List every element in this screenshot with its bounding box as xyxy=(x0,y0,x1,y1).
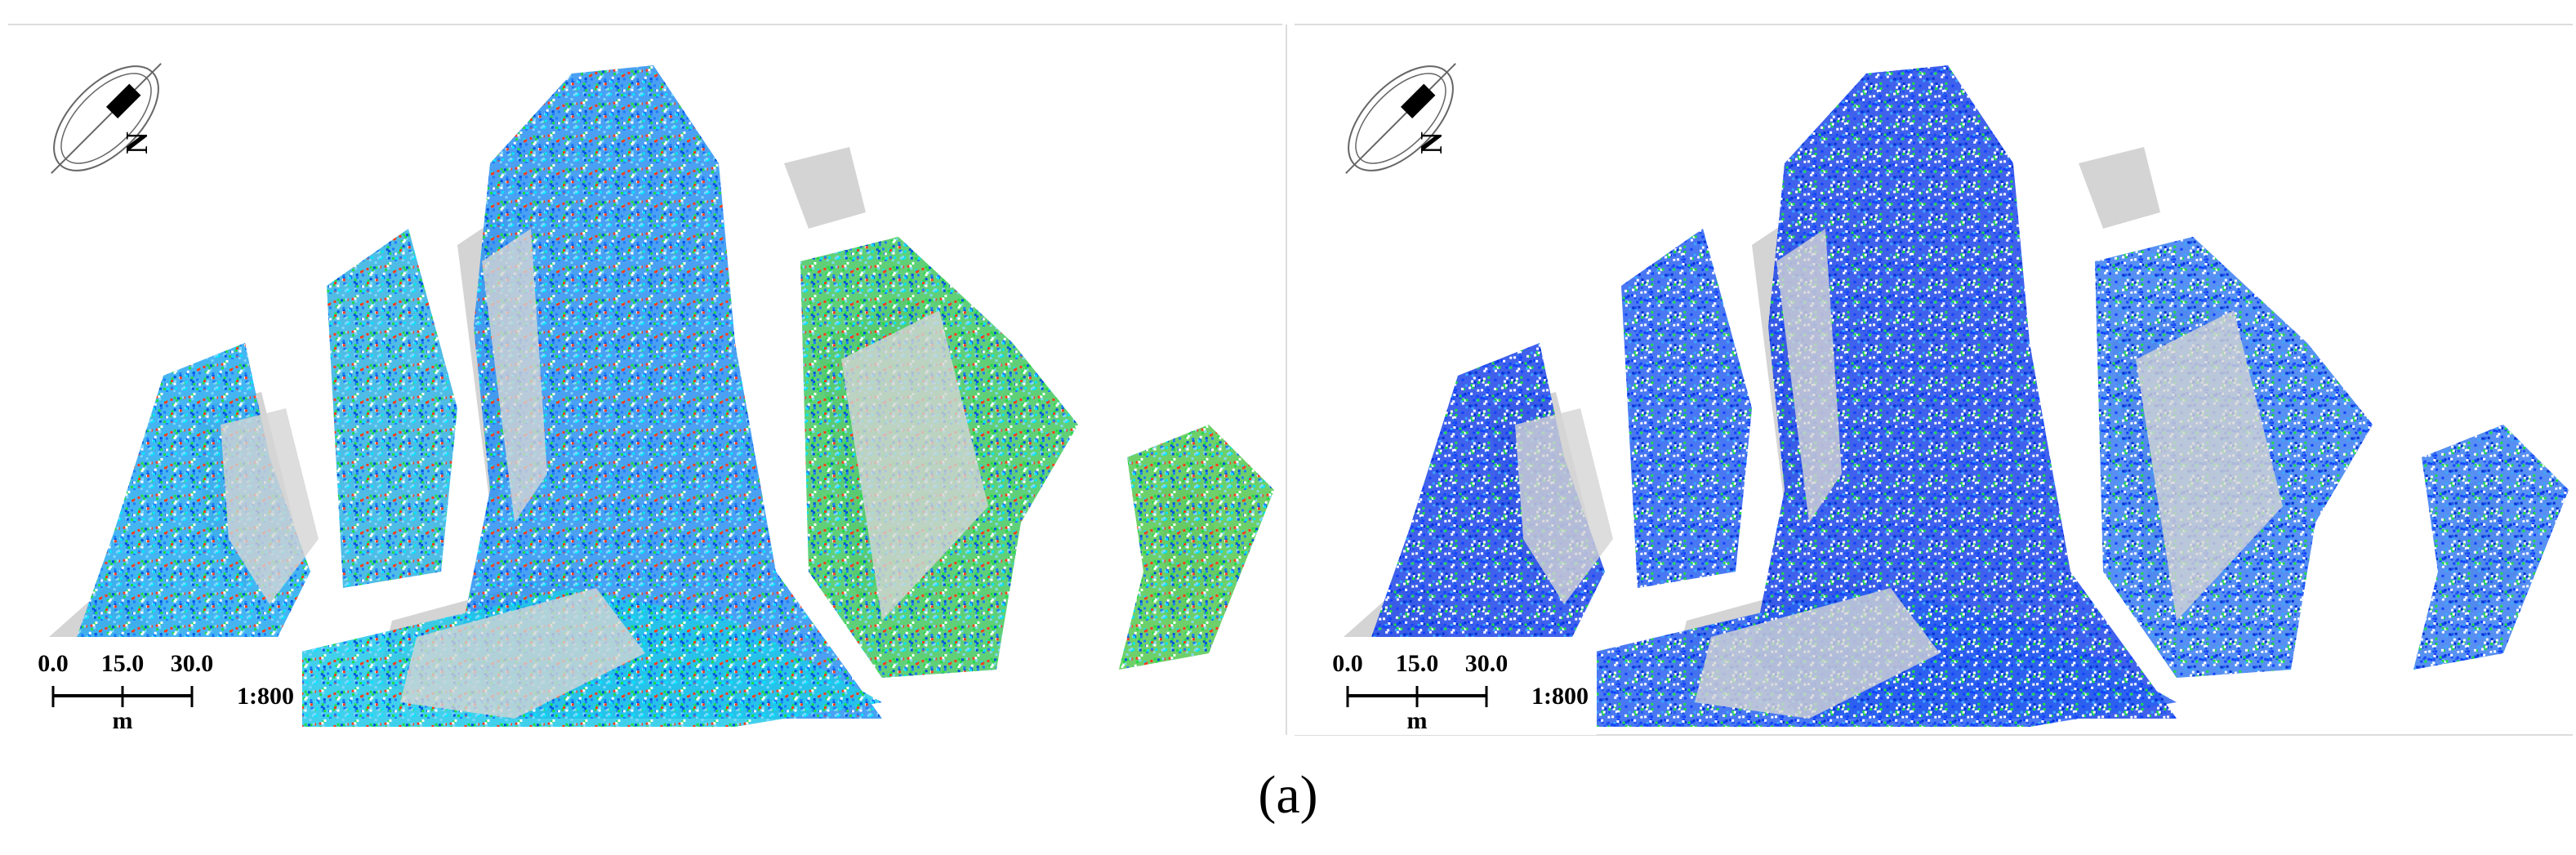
scale-ratio: 1:800 xyxy=(1531,683,1589,710)
cloud-gray xyxy=(400,588,645,719)
cloud-speckle xyxy=(1621,229,1752,588)
scale-box xyxy=(1295,637,1597,735)
panel: N 0.0 15.0 30.0 m 1:800 xyxy=(0,63,1274,735)
north-arrow xyxy=(51,63,162,174)
scale-unit: m xyxy=(113,707,133,734)
cloud-gray xyxy=(1695,588,1940,719)
north-label: N xyxy=(120,131,154,154)
cloud-speckle xyxy=(1752,65,2177,719)
cloud-gray xyxy=(482,229,547,523)
north-arrow xyxy=(1345,63,1456,174)
compass-axis xyxy=(1345,63,1456,174)
point-cloud xyxy=(1344,65,2569,727)
scale-label: 30.0 xyxy=(171,650,214,677)
scale-label: 0.0 xyxy=(38,650,69,677)
north-label: N xyxy=(1415,131,1449,154)
scale-ratio: 1:800 xyxy=(237,683,294,710)
caption: (a) xyxy=(1258,765,1317,825)
compass-needle xyxy=(1401,83,1436,118)
scale-label: 15.0 xyxy=(1396,650,1439,677)
cloud-gray xyxy=(2136,310,2283,621)
cloud-gray xyxy=(2079,147,2160,229)
cloud-speckle xyxy=(1119,425,1274,670)
cloud-gray xyxy=(784,147,866,229)
cloud-gray xyxy=(221,408,319,604)
cloud-speckle xyxy=(327,229,457,588)
scale-label: 0.0 xyxy=(1332,650,1363,677)
cloud-speckle xyxy=(2413,425,2569,670)
cloud-gray xyxy=(841,310,988,621)
compass-axis xyxy=(51,63,162,174)
point-cloud xyxy=(49,65,1274,727)
cloud-speckle xyxy=(457,65,882,719)
compass-needle xyxy=(106,83,141,118)
cloud-gray xyxy=(1776,229,1842,523)
panel: N 0.0 15.0 30.0 m 1:800 xyxy=(1295,63,2569,735)
cloud-gray xyxy=(1515,408,1613,604)
scale-box xyxy=(0,637,302,735)
scale-label: 15.0 xyxy=(101,650,145,677)
scale-unit: m xyxy=(1407,707,1428,734)
scale-label: 30.0 xyxy=(1465,650,1509,677)
